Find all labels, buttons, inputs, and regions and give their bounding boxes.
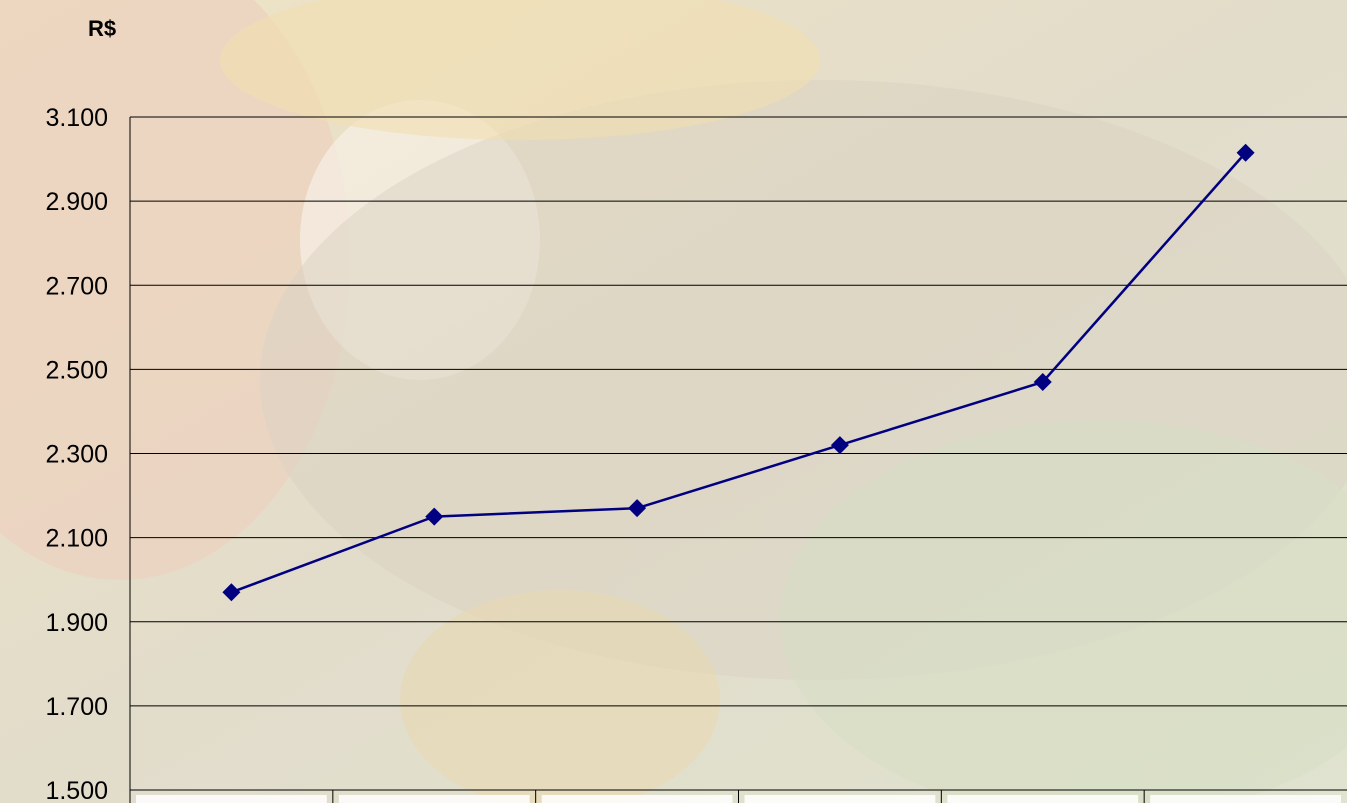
y-tick-label: 2.900	[45, 188, 108, 216]
y-tick-label: 2.100	[45, 525, 108, 553]
category-boxes	[129, 790, 1341, 803]
gridlines	[129, 116, 1347, 803]
y-tick-label: 2.300	[45, 441, 108, 469]
data-point-5	[1236, 143, 1255, 162]
category-box-5	[1150, 795, 1341, 803]
y-tick-label: 1.900	[45, 609, 108, 637]
data-point-0	[222, 583, 241, 602]
category-box-4	[947, 795, 1139, 803]
category-box-3	[744, 795, 936, 803]
y-tick-label: 2.700	[45, 272, 108, 300]
series-line-0	[230, 151, 1247, 594]
data-point-3	[830, 436, 849, 455]
y-tick-label: 2.500	[45, 356, 108, 384]
category-box-2	[541, 795, 733, 803]
y-tick-label: 1.700	[45, 693, 108, 721]
y-axis-ticks: 1.500 1.700 1.900 2.100 2.300 2.500 2.700 2.900…	[45, 104, 108, 803]
data-point-4	[1033, 372, 1052, 391]
data-point-2	[628, 499, 647, 518]
category-box-0	[136, 795, 327, 803]
y-tick-label: 3.100	[45, 104, 108, 132]
y-axis-unit-label: R$	[88, 16, 117, 41]
y-tick-label: 1.500	[45, 777, 108, 803]
series-group	[222, 143, 1255, 602]
data-point-1	[425, 507, 444, 526]
category-box-1	[338, 795, 530, 803]
